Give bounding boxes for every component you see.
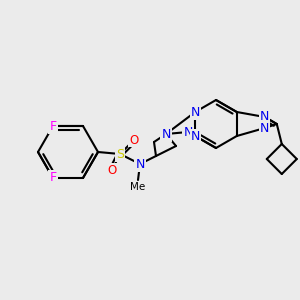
Text: N: N xyxy=(190,130,200,142)
Text: O: O xyxy=(129,134,139,146)
Text: N: N xyxy=(260,110,269,124)
Text: F: F xyxy=(50,172,57,184)
Text: F: F xyxy=(50,119,57,133)
Text: N: N xyxy=(260,122,269,134)
Text: S: S xyxy=(116,148,124,160)
Text: N: N xyxy=(135,158,145,170)
Text: N: N xyxy=(183,125,193,139)
Text: Me: Me xyxy=(130,182,146,192)
Text: N: N xyxy=(161,128,171,140)
Text: N: N xyxy=(190,106,200,118)
Text: O: O xyxy=(107,164,117,176)
